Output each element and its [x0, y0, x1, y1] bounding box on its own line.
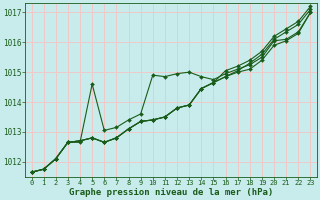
X-axis label: Graphe pression niveau de la mer (hPa): Graphe pression niveau de la mer (hPa)	[69, 188, 273, 197]
